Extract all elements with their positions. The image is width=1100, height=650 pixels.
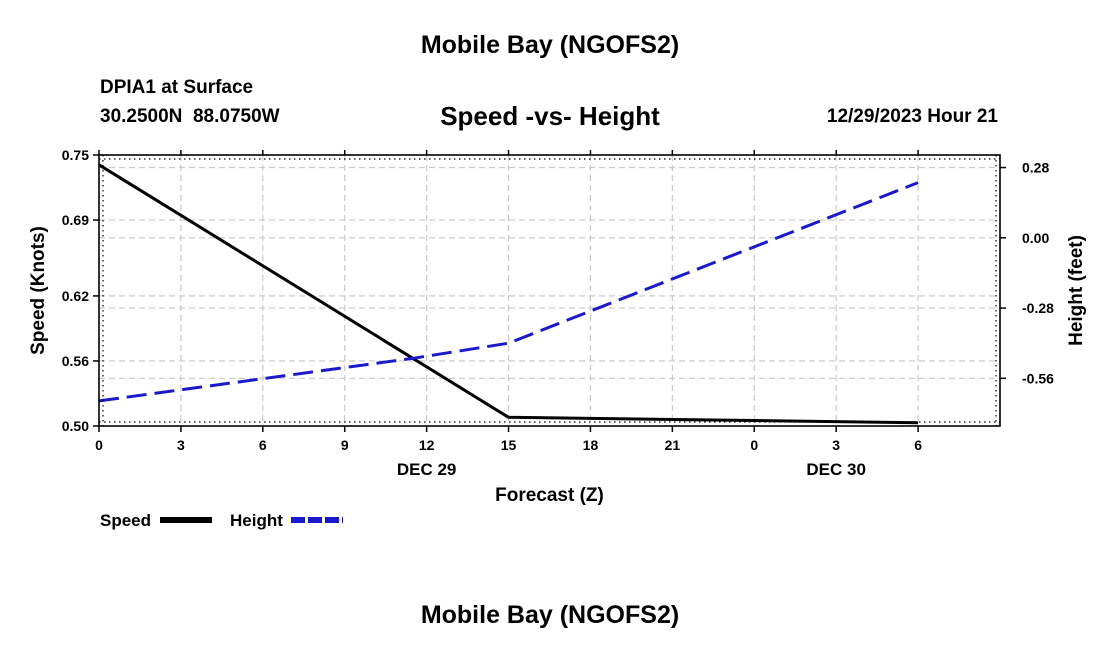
x-tick-label: 0: [95, 437, 103, 453]
x-date-label: DEC 29: [397, 460, 457, 479]
y-left-tick-label: 0.69: [62, 212, 89, 228]
x-tick-label: 12: [419, 437, 435, 453]
x-tick-label: 15: [501, 437, 517, 453]
grid-lines: [99, 155, 1000, 426]
x-date-label: DEC 30: [806, 460, 866, 479]
x-tick-label: 6: [914, 437, 922, 453]
x-tick-label: 21: [665, 437, 681, 453]
y-left-tick-label: 0.56: [62, 353, 89, 369]
x-tick-label: 6: [259, 437, 267, 453]
x-tick-label: 3: [832, 437, 840, 453]
legend-label-height: Height: [230, 511, 283, 530]
series-lines: [98, 163, 919, 425]
y-right-tick-label: 0.28: [1022, 160, 1049, 176]
page-title: Mobile Bay (NGOFS2): [420, 31, 680, 59]
series-line-height: [98, 181, 919, 403]
x-tick-label: 0: [750, 437, 758, 453]
plot-frame: [93, 150, 1006, 432]
legend: Speed Height: [100, 511, 343, 530]
station-coordinates: 30.2500N 88.0750W: [100, 106, 280, 127]
x-tick-label: 3: [177, 437, 185, 453]
y-right-tick-label: -0.28: [1022, 300, 1054, 316]
y-right-tick-label: -0.56: [1022, 370, 1054, 386]
y-right-axis-title: Height (feet): [1066, 235, 1087, 346]
x-axis-title: Forecast (Z): [495, 485, 604, 506]
y-left-axis-title: Speed (Knots): [28, 226, 49, 355]
chart-title: Speed -vs- Height: [440, 101, 660, 131]
y-right-tick-label: 0.00: [1022, 230, 1049, 246]
y-left-tick-label: 0.50: [62, 418, 89, 434]
station-label: DPIA1 at Surface: [100, 77, 254, 98]
y-left-tick-label: 0.62: [62, 288, 89, 304]
series-line-speed: [98, 163, 919, 425]
footer-title: Mobile Bay (NGOFS2): [420, 601, 680, 629]
legend-label-speed: Speed: [100, 511, 151, 530]
y-left-tick-label: 0.75: [62, 147, 89, 163]
forecast-datetime: 12/29/2023 Hour 21: [826, 106, 998, 127]
axis-labels: 0 3 6 9 12 15 18 21 0 3 6 0.50 0.56 0.62 0.69 0.75 -0.56…: [28, 147, 1087, 506]
x-tick-label: 9: [341, 437, 349, 453]
plot-border: [98, 154, 1001, 427]
x-tick-label: 18: [583, 437, 599, 453]
